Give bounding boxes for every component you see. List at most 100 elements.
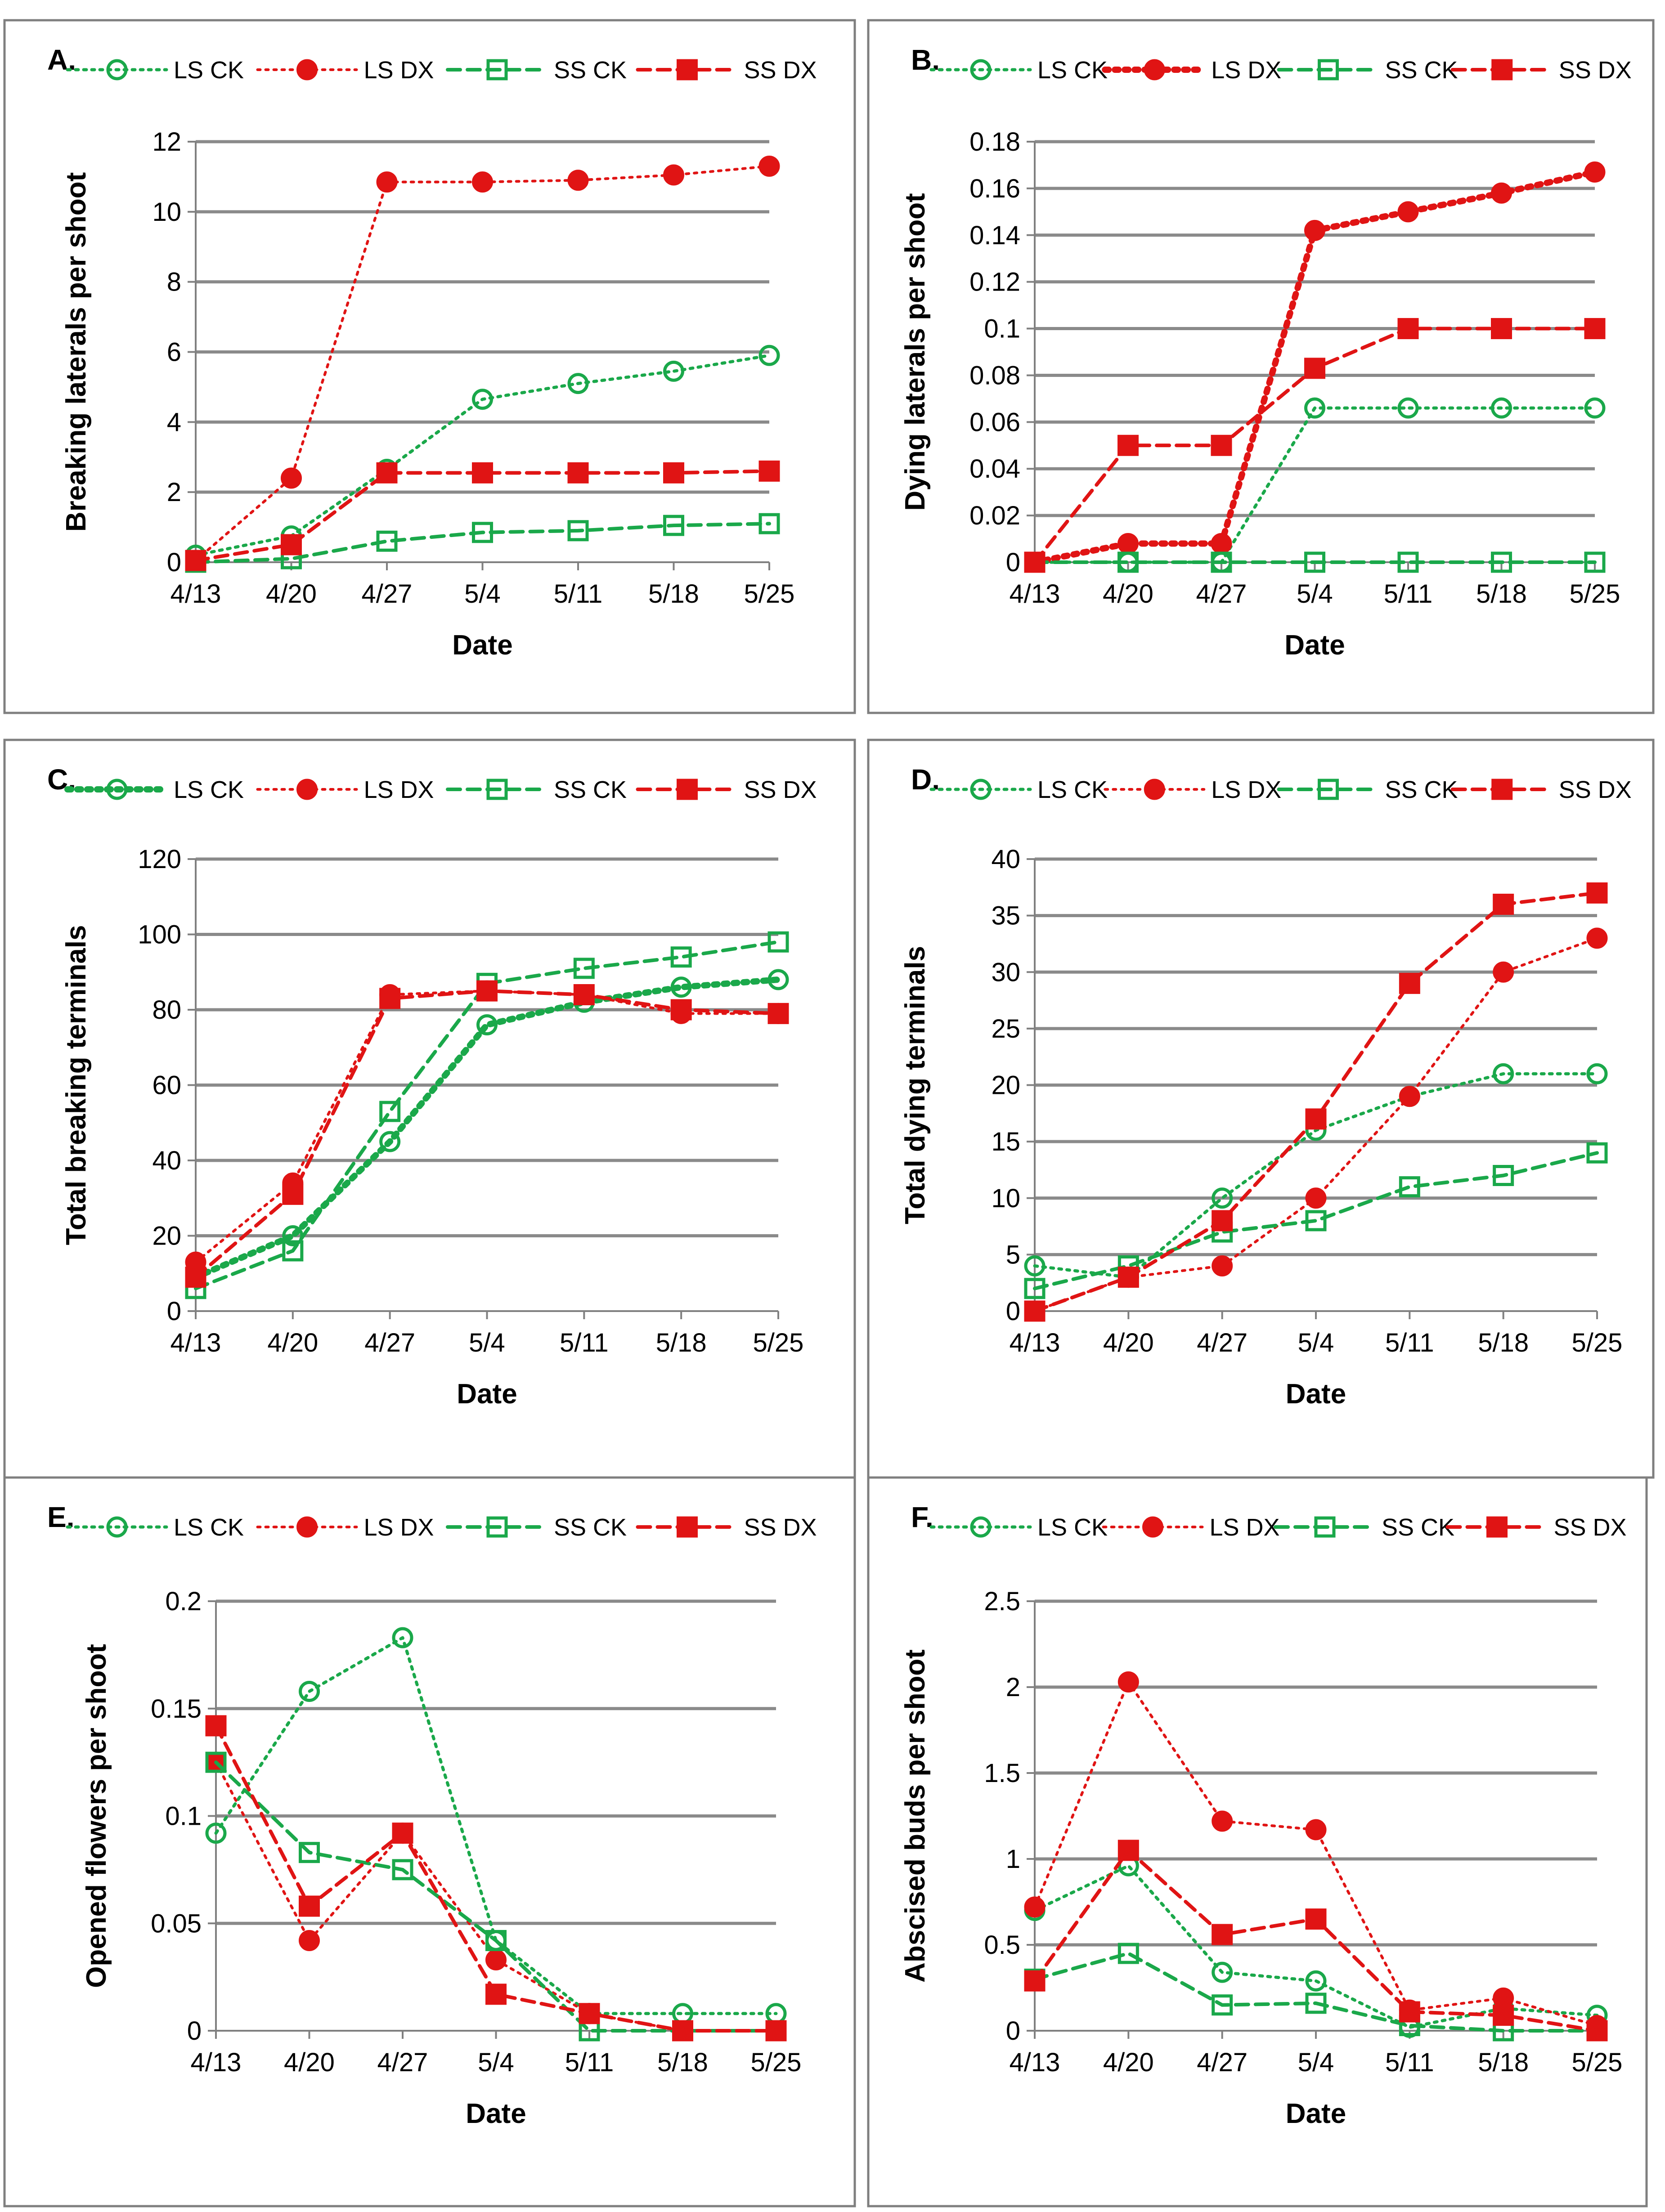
- data-point: [205, 1751, 227, 1773]
- x-tick-label: 5/25: [1570, 579, 1620, 609]
- x-tick-label: 5/25: [753, 1328, 804, 1357]
- y-tick-label: 80: [152, 995, 181, 1025]
- legend-label-3: SS DX: [744, 776, 817, 803]
- x-tick-label: 5/25: [1572, 1328, 1623, 1357]
- data-point: [1305, 1908, 1327, 1930]
- legend-label-3: SS DX: [744, 57, 817, 84]
- y-tick-label: 60: [152, 1071, 181, 1100]
- x-tick-label: 4/20: [267, 1328, 318, 1357]
- data-point: [472, 462, 493, 484]
- legend-marker-0: [106, 1516, 128, 1538]
- x-tick-label: 4/20: [1103, 2048, 1154, 2077]
- data-point: [485, 1949, 507, 1970]
- data-point: [281, 467, 302, 489]
- data-point: [1584, 551, 1606, 573]
- y-tick-label: 0: [167, 548, 181, 577]
- y-tick-label: 0: [1006, 2016, 1020, 2046]
- y-tick-label: 2: [1006, 1673, 1020, 1702]
- legend: LS CK LS DX SS CK SS DX: [66, 1514, 817, 1541]
- x-tick-label: 4/27: [1196, 579, 1247, 609]
- data-point: [1304, 358, 1325, 379]
- legend: LS CK LS DX SS CK SS DX: [64, 776, 817, 803]
- data-point: [1304, 551, 1325, 573]
- legend-label-0: LS CK: [174, 57, 244, 84]
- x-tick-label: 5/25: [751, 2048, 802, 2077]
- x-axis-title: Date: [452, 630, 512, 661]
- legend-label-1: LS DX: [364, 57, 434, 84]
- data-point: [376, 171, 398, 193]
- data-point: [1212, 1994, 1233, 2016]
- legend: LS CK LS DX SS CK SS DX: [929, 776, 1632, 803]
- x-tick-label: 4/20: [284, 2048, 335, 2077]
- legend-label-1: LS DX: [1211, 57, 1281, 84]
- data-point: [663, 164, 684, 186]
- y-tick-label: 1.5: [984, 1759, 1020, 1788]
- data-point: [1024, 1896, 1046, 1918]
- data-point: [1305, 1970, 1327, 1992]
- data-point: [1117, 434, 1139, 456]
- data-point: [1211, 434, 1232, 456]
- data-point: [472, 522, 493, 543]
- panel-frame: [867, 19, 1655, 714]
- series-ss-ck: [1024, 551, 1606, 573]
- x-tick-label: 5/4: [1298, 2048, 1334, 2077]
- data-point: [767, 969, 789, 990]
- legend-label-2: SS CK: [1385, 57, 1458, 84]
- x-tick-label: 4/13: [1010, 1328, 1060, 1357]
- x-tick-label: 5/4: [469, 1328, 505, 1357]
- y-tick-label: 30: [991, 958, 1020, 987]
- y-tick-label: 0: [1006, 548, 1020, 577]
- data-point: [299, 1681, 320, 1702]
- y-tick-label: 0.1: [165, 1802, 202, 1831]
- x-tick-label: 5/18: [656, 1328, 707, 1357]
- legend-marker-1: [296, 1516, 318, 1538]
- chart-panel-e: 0 0.05 0.1 0.15 0.2 4/13 4/20 4/27 5/4 5/11 5/18 5/…: [3, 1476, 856, 2208]
- data-point: [1586, 927, 1608, 949]
- data-point: [1117, 1267, 1139, 1288]
- y-tick-label: 0.06: [969, 407, 1020, 437]
- y-tick-label: 0: [187, 2016, 202, 2046]
- series-ss-ck: [1024, 1142, 1608, 1299]
- chart-panel-f: 0 0.5 1 1.5 2 2.5 4/13 4/20 4/27 5/4 5/11 5/18 5/25 D…: [867, 1476, 1648, 2208]
- data-point: [672, 2020, 693, 2042]
- y-tick-label: 4: [167, 407, 181, 437]
- data-point: [767, 1003, 789, 1024]
- legend-marker-2: [1318, 779, 1339, 800]
- data-point: [1212, 1810, 1233, 1832]
- data-point: [392, 1859, 413, 1881]
- data-point: [485, 1984, 507, 2005]
- legend-marker-3: [1486, 1516, 1508, 1538]
- y-axis-title: Opened flowers per shoot: [81, 1644, 112, 1988]
- data-point: [1212, 1255, 1233, 1276]
- legend-label-3: SS DX: [1559, 776, 1632, 803]
- y-tick-label: 0.04: [969, 454, 1020, 484]
- data-point: [670, 976, 692, 998]
- x-tick-label: 4/20: [1103, 579, 1153, 609]
- y-tick-label: 0.5: [984, 1930, 1020, 1960]
- x-tick-label: 5/18: [1478, 2048, 1529, 2077]
- y-tick-label: 0.02: [969, 501, 1020, 530]
- legend-label-1: LS DX: [1210, 1514, 1280, 1541]
- y-tick-label: 0.16: [969, 174, 1020, 203]
- data-point: [379, 1131, 401, 1152]
- legend-marker-3: [1491, 59, 1513, 81]
- data-point: [663, 515, 684, 536]
- legend-label-2: SS CK: [1385, 776, 1458, 803]
- data-point: [1584, 161, 1606, 183]
- data-point: [1024, 1278, 1046, 1299]
- data-point: [663, 360, 684, 382]
- y-tick-label: 1: [1006, 1845, 1020, 1874]
- x-tick-label: 5/18: [648, 579, 699, 609]
- legend-marker-2: [486, 1516, 508, 1538]
- series-line: [1033, 1072, 1599, 1279]
- legend-label-1: LS DX: [1211, 776, 1281, 803]
- data-point: [1117, 1943, 1139, 1964]
- y-tick-label: 25: [991, 1014, 1020, 1043]
- data-point: [1399, 1176, 1420, 1198]
- data-point: [1586, 2020, 1608, 2042]
- legend-marker-2: [1314, 1516, 1336, 1538]
- data-point: [472, 389, 493, 410]
- x-tick-label: 5/25: [1572, 2048, 1623, 2077]
- x-tick-label: 4/13: [1010, 579, 1060, 609]
- y-tick-label: 0: [1006, 1297, 1020, 1326]
